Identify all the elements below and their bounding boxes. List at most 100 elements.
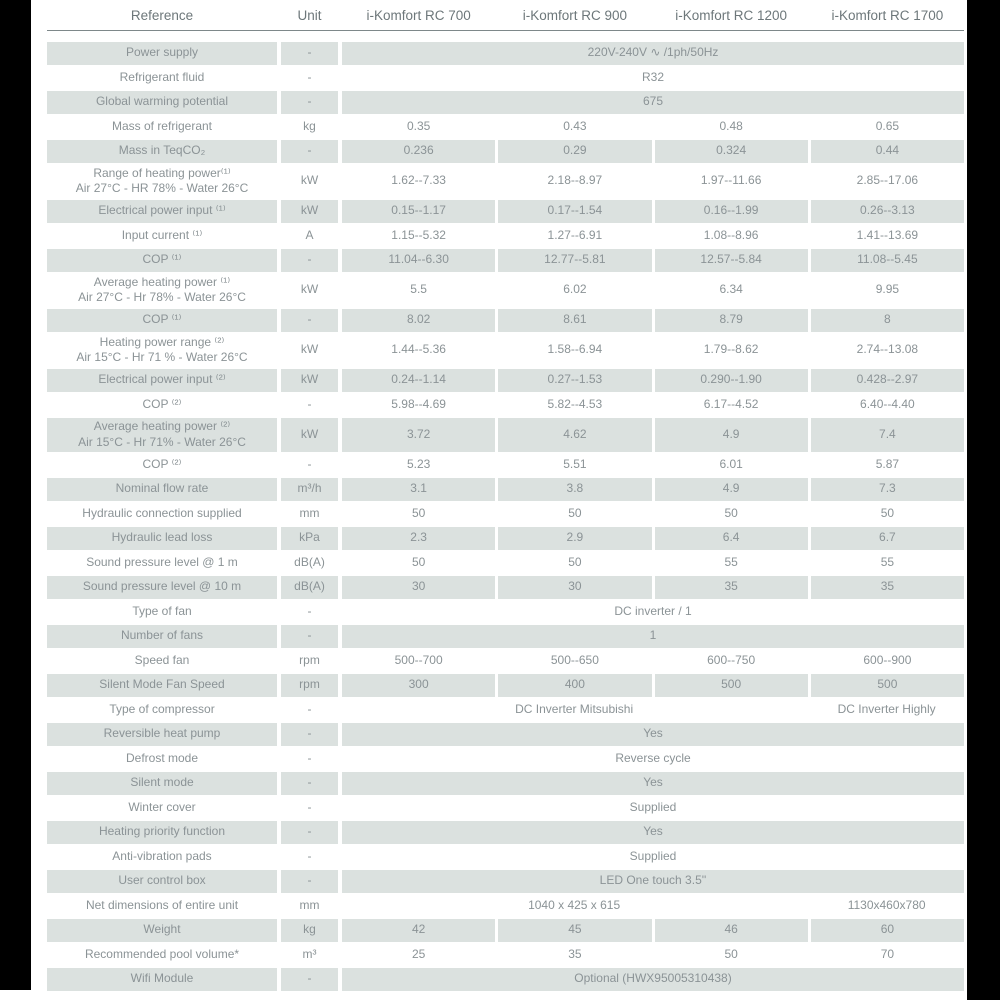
value-cell: 0.26--3.13 [810,200,964,223]
row-label: Input current ⁽¹⁾ [47,225,277,248]
value-cell: 3.8 [498,478,652,501]
column-header-rc700: i-Komfort RC 700 [366,7,471,23]
value-cell-merged: 1 [342,625,964,648]
row-values: 0.35 0.43 0.48 0.65 [342,115,964,140]
value-cell: 3.1 [342,478,496,501]
row-label-line1: Weight [143,922,181,937]
row-label-line1: Hydraulic connection supplied [82,505,242,520]
row-label: Number of fans [47,625,277,648]
row-unit: - [307,396,312,411]
value-cell: 2.3 [342,527,496,550]
value-cell: 1.97--11.66 [700,173,762,188]
spec-table: Reference Unit i-Komfort RC 700 i-Komfor… [47,0,964,992]
table-row: Sound pressure level @ 10 m dB(A) 30 30 35 35 [47,575,964,600]
row-label: COP ⁽¹⁾ [47,249,277,272]
row-label: Defrost mode [47,748,277,771]
table-row: Power supply -220V-240V ∿ /1ph/50Hz [47,41,964,66]
row-unit: kg [303,118,316,133]
row-values: Optional (HWX95005310438) [342,967,964,992]
value-cell: 0.65 [875,118,900,133]
value-cell: 0.236 [342,140,496,163]
value-cell-merged: Reverse cycle [615,750,691,765]
row-label-line1: COP ⁽²⁾ [142,396,182,411]
value-cell: 1.08--8.96 [703,227,759,242]
row-unit: - [307,701,312,716]
value-cell: 7.4 [810,418,964,452]
value-cell: 55 [880,554,895,569]
row-unit: - [307,848,312,863]
value-cell: 35 [568,946,582,961]
table-row: Mass in TeqCO₂ -0.236 0.29 0.324 0.44 [47,139,964,164]
value-cell: 30 [498,576,652,599]
row-values: 1 [342,624,964,649]
table-row: Winter cover - Supplied [47,796,964,821]
value-cell: 35 [654,576,808,599]
value-cell: 60 [810,919,964,942]
row-unit: m³/h [281,478,338,501]
row-values: DC Inverter Mitsubishi DC Inverter Highly [342,698,964,723]
value-cell-merged: Supplied [629,799,677,814]
value-cell: 4.9 [654,418,808,452]
row-unit: mm [299,897,320,912]
value-cell-merged: DC inverter / 1 [614,603,692,618]
row-unit: kW [281,369,338,392]
row-label-line1: Electrical power input ⁽²⁾ [98,372,226,387]
row-unit: kW [281,200,338,223]
row-label-line1: Wifi Module [130,971,194,986]
value-cell: 6.7 [810,527,964,550]
row-label-line1: Input current ⁽¹⁾ [121,227,203,242]
table-row: Average heating power ⁽²⁾ Air 15°C - Hr 7… [47,417,964,453]
row-label: COP ⁽¹⁾ [47,309,277,332]
table-row: Sound pressure level @ 1 m dB(A) 50 50 55 55 [47,551,964,576]
value-cell: 1.79--8.62 [703,342,759,357]
table-row: Defrost mode - Reverse cycle [47,747,964,772]
value-cell-merged: Optional (HWX95005310438) [342,968,964,991]
row-label: Average heating power ⁽¹⁾ Air 27°C - Hr 7… [47,274,277,308]
row-label-line1: Nominal flow rate [115,481,209,496]
row-values: 2.3 2.9 6.4 6.7 [342,526,964,551]
row-label: Range of heating power⁽¹⁾ Air 27°C - HR 7… [47,165,277,199]
row-label: Reversible heat pump [47,723,277,746]
table-row: Heating power range ⁽²⁾ Air 15°C - Hr 71 … [47,333,964,369]
row-label-line1: Refrigerant fluid [119,69,205,84]
row-label-line1: Sound pressure level @ 1 m [86,554,238,569]
row-values: 50 50 55 55 [342,551,964,576]
column-header-reference: Reference [130,7,194,23]
value-cell: 6.40--4.40 [860,396,915,411]
value-cell: 1.62--7.33 [391,173,446,188]
value-cell: 0.290--1.90 [654,369,808,392]
row-label-line1: COP ⁽¹⁾ [142,252,182,267]
row-values: 8.02 8.61 8.79 8 [342,308,964,333]
column-headers-models: i-Komfort RC 700 i-Komfort RC 900 i-Komf… [342,8,964,23]
row-label-line1: Sound pressure level @ 10 m [82,579,242,594]
row-label-line1: Number of fans [120,628,204,643]
row-unit: - [307,750,312,765]
value-cell: 600--750 [707,652,756,667]
table-row: Weight kg 42 45 46 60 [47,918,964,943]
value-cell-merged: Yes [342,821,964,844]
row-label-line1: Heating power range ⁽²⁾ [99,334,225,349]
row-label-line1: Mass in TeqCO₂ [118,143,206,158]
row-values: LED One touch 3.5'' [342,869,964,894]
value-cell: 6.01 [719,456,743,471]
value-cell: 1.27--6.91 [547,227,603,242]
value-cell: 2.9 [498,527,652,550]
table-row: Reversible heat pump - Yes [47,722,964,747]
row-unit: rpm [281,674,338,697]
row-label-line2: Air 15°C - Hr 71 % - Water 26°C [76,350,248,365]
table-row: Range of heating power⁽¹⁾ Air 27°C - HR 7… [47,164,964,200]
value-cell: 5.23 [406,456,431,471]
row-values: 5.98--4.69 5.82--4.53 6.17--4.52 6.40--4.40 [342,393,964,418]
row-label: Type of fan [47,601,277,624]
value-cell: 0.27--1.53 [498,369,652,392]
row-values: 11.04--6.30 12.77--5.81 12.57--5.84 11.08--… [342,248,964,273]
row-label: Heating power range ⁽²⁾ Air 15°C - Hr 71 … [47,334,277,368]
table-row: Electrical power input ⁽²⁾ kW 0.24--1.14 0.… [47,368,964,393]
table-row: COP ⁽¹⁾ -11.04--6.30 12.77--5.81 12.57--5.8… [47,248,964,273]
row-label: Global warming potential [47,91,277,114]
value-cell: 1130x460x780 [847,897,926,912]
value-cell: 600--900 [863,652,912,667]
row-values: 0.24--1.14 0.27--1.53 0.290--1.90 0.428--2.… [342,368,964,393]
value-cell: 8.79 [654,309,808,332]
